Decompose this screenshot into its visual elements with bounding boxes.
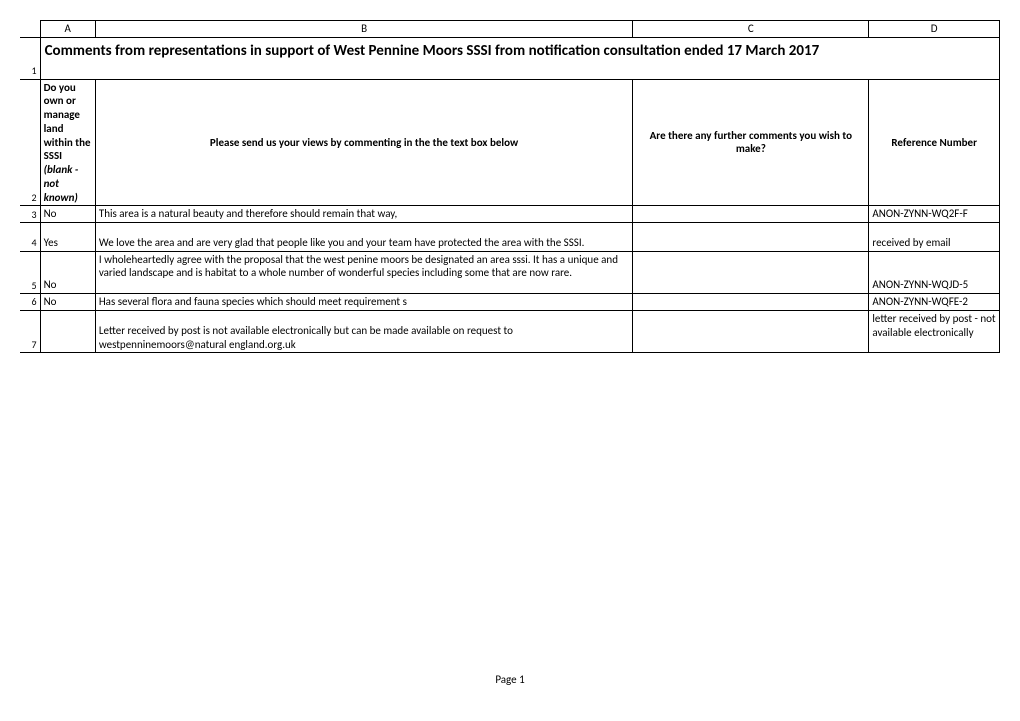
row-number: 7	[20, 310, 40, 353]
table-row: 4 Yes We love the area and are very glad…	[20, 223, 1000, 252]
cell-reference: letter received by post - not available …	[869, 310, 1000, 353]
header-a-line: manage	[44, 108, 80, 121]
cell-own-manage: No	[40, 294, 95, 311]
cell-further	[633, 294, 869, 311]
sheet-title: Comments from representations in support…	[40, 37, 999, 79]
row-number: 2	[20, 79, 40, 206]
header-a-line: not	[44, 177, 59, 190]
cell-own-manage: No	[40, 251, 95, 294]
cell-comment: This area is a natural beauty and theref…	[95, 206, 632, 223]
table-row: 7 Letter received by post is not availab…	[20, 310, 1000, 353]
row-number: 4	[20, 223, 40, 252]
spreadsheet-sheet: A B C D 1 Comments from representations …	[20, 20, 1000, 686]
cell-reference: ANON-ZYNN-WQ2F-F	[869, 206, 1000, 223]
header-reference: Reference Number	[869, 79, 1000, 206]
cell-further	[633, 310, 869, 353]
cell-comment: Has several flora and fauna species whic…	[95, 294, 632, 311]
cell-comment: We love the area and are very glad that …	[95, 223, 632, 252]
data-table: A B C D 1 Comments from representations …	[20, 20, 1000, 353]
cell-own-manage: No	[40, 206, 95, 223]
cell-further	[633, 223, 869, 252]
row-number: 3	[20, 206, 40, 223]
header-a-line: (blank -	[44, 163, 79, 176]
row-number: 5	[20, 251, 40, 294]
cell-comment: Letter received by post is not available…	[95, 310, 632, 353]
table-row: 5 No I wholeheartedly agree with the pro…	[20, 251, 1000, 294]
header-row: 2 Do you own or manage land within the S…	[20, 79, 1000, 206]
cell-further	[633, 251, 869, 294]
header-a-line: within the	[44, 136, 91, 149]
row-number: 6	[20, 294, 40, 311]
title-row: 1 Comments from representations in suppo…	[20, 37, 1000, 79]
column-letter-row: A B C D	[20, 21, 1000, 38]
col-letter-b: B	[95, 21, 632, 38]
cell-comment: I wholeheartedly agree with the proposal…	[95, 251, 632, 294]
cell-reference: received by email	[869, 223, 1000, 252]
row-number: 1	[20, 37, 40, 79]
cell-reference: ANON-ZYNN-WQFE-2	[869, 294, 1000, 311]
cell-reference: ANON-ZYNN-WQJD-5	[869, 251, 1000, 294]
header-further-comments: Are there any further comments you wish …	[633, 79, 869, 206]
page-footer: Page 1	[20, 673, 1000, 686]
header-a-line: Do you	[44, 81, 76, 94]
header-a-line: land	[44, 122, 64, 135]
header-own-manage: Do you own or manage land within the SSS…	[40, 79, 95, 206]
header-views: Please send us your views by commenting …	[95, 79, 632, 206]
corner-cell	[20, 21, 40, 38]
cell-own-manage: Yes	[40, 223, 95, 252]
table-row: 3 No This area is a natural beauty and t…	[20, 206, 1000, 223]
col-letter-d: D	[869, 21, 1000, 38]
col-letter-a: A	[40, 21, 95, 38]
header-a-line: SSSI	[44, 149, 63, 162]
cell-own-manage	[40, 310, 95, 353]
col-letter-c: C	[633, 21, 869, 38]
header-a-line: known)	[44, 191, 78, 204]
cell-further	[633, 206, 869, 223]
header-a-line: own or	[44, 94, 76, 107]
table-row: 6 No Has several flora and fauna species…	[20, 294, 1000, 311]
